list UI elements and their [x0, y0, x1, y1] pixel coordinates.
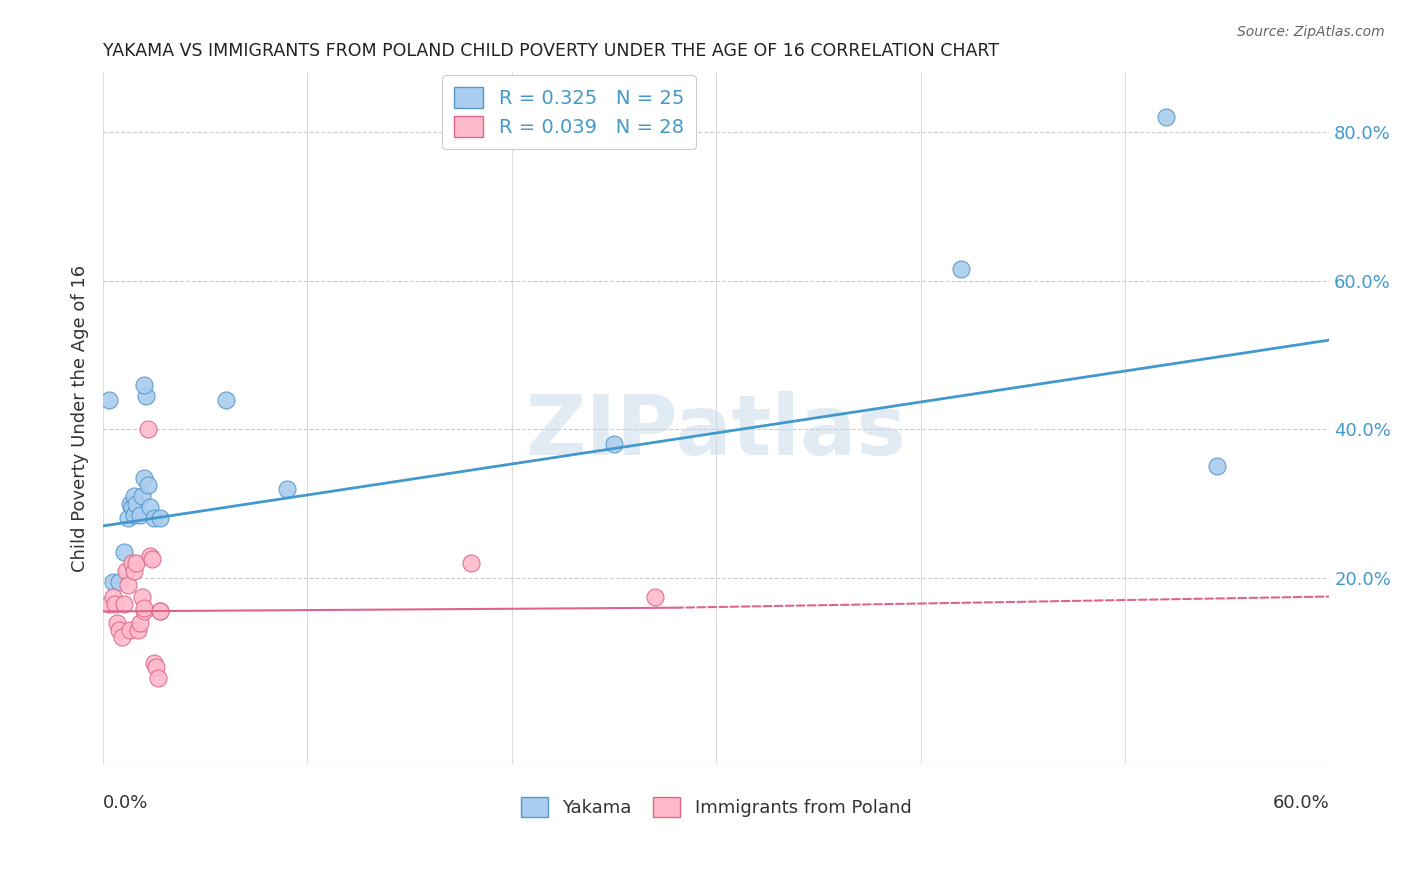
Point: [121, 556, 143, 570]
Point: [104, 597, 127, 611]
Point: [108, 574, 131, 589]
Point: [98, 392, 121, 407]
Point: [950, 262, 973, 277]
Point: [1154, 110, 1177, 124]
Point: [149, 511, 172, 525]
Point: [136, 478, 159, 492]
Point: [122, 508, 145, 522]
Point: [143, 511, 166, 525]
Point: [125, 497, 148, 511]
Point: [149, 604, 172, 618]
Point: [215, 392, 238, 407]
Point: [117, 578, 139, 592]
Point: [110, 631, 132, 645]
Text: ZIPatlas: ZIPatlas: [526, 392, 907, 473]
Point: [129, 508, 152, 522]
Point: [603, 437, 626, 451]
Point: [139, 500, 162, 515]
Text: 60.0%: 60.0%: [1272, 794, 1329, 812]
Point: [112, 545, 135, 559]
Point: [149, 604, 172, 618]
Point: [118, 623, 141, 637]
Point: [122, 564, 145, 578]
Point: [139, 549, 162, 563]
Point: [143, 657, 166, 671]
Point: [141, 552, 163, 566]
Point: [460, 556, 482, 570]
Point: [125, 556, 148, 570]
Point: [118, 497, 141, 511]
Point: [276, 482, 298, 496]
Point: [114, 564, 136, 578]
Point: [132, 600, 155, 615]
Y-axis label: Child Poverty Under the Age of 16: Child Poverty Under the Age of 16: [72, 265, 89, 572]
Point: [129, 615, 152, 630]
Text: Source: ZipAtlas.com: Source: ZipAtlas.com: [1237, 25, 1385, 39]
Point: [108, 623, 131, 637]
Point: [112, 597, 135, 611]
Point: [145, 660, 167, 674]
Point: [131, 590, 153, 604]
Point: [644, 590, 666, 604]
Point: [132, 470, 155, 484]
Point: [132, 377, 155, 392]
Point: [121, 500, 143, 515]
Point: [132, 604, 155, 618]
Text: YAKAMA VS IMMIGRANTS FROM POLAND CHILD POVERTY UNDER THE AGE OF 16 CORRELATION C: YAKAMA VS IMMIGRANTS FROM POLAND CHILD P…: [103, 42, 1000, 60]
Point: [148, 671, 170, 685]
Point: [117, 511, 139, 525]
Point: [103, 590, 125, 604]
Point: [122, 489, 145, 503]
Text: 0.0%: 0.0%: [103, 794, 149, 812]
Point: [98, 597, 121, 611]
Point: [135, 389, 157, 403]
Point: [1205, 459, 1227, 474]
Point: [103, 574, 125, 589]
Point: [136, 422, 159, 436]
Legend: Yakama, Immigrants from Poland: Yakama, Immigrants from Poland: [513, 789, 920, 824]
Point: [131, 489, 153, 503]
Point: [127, 623, 149, 637]
Point: [107, 615, 129, 630]
